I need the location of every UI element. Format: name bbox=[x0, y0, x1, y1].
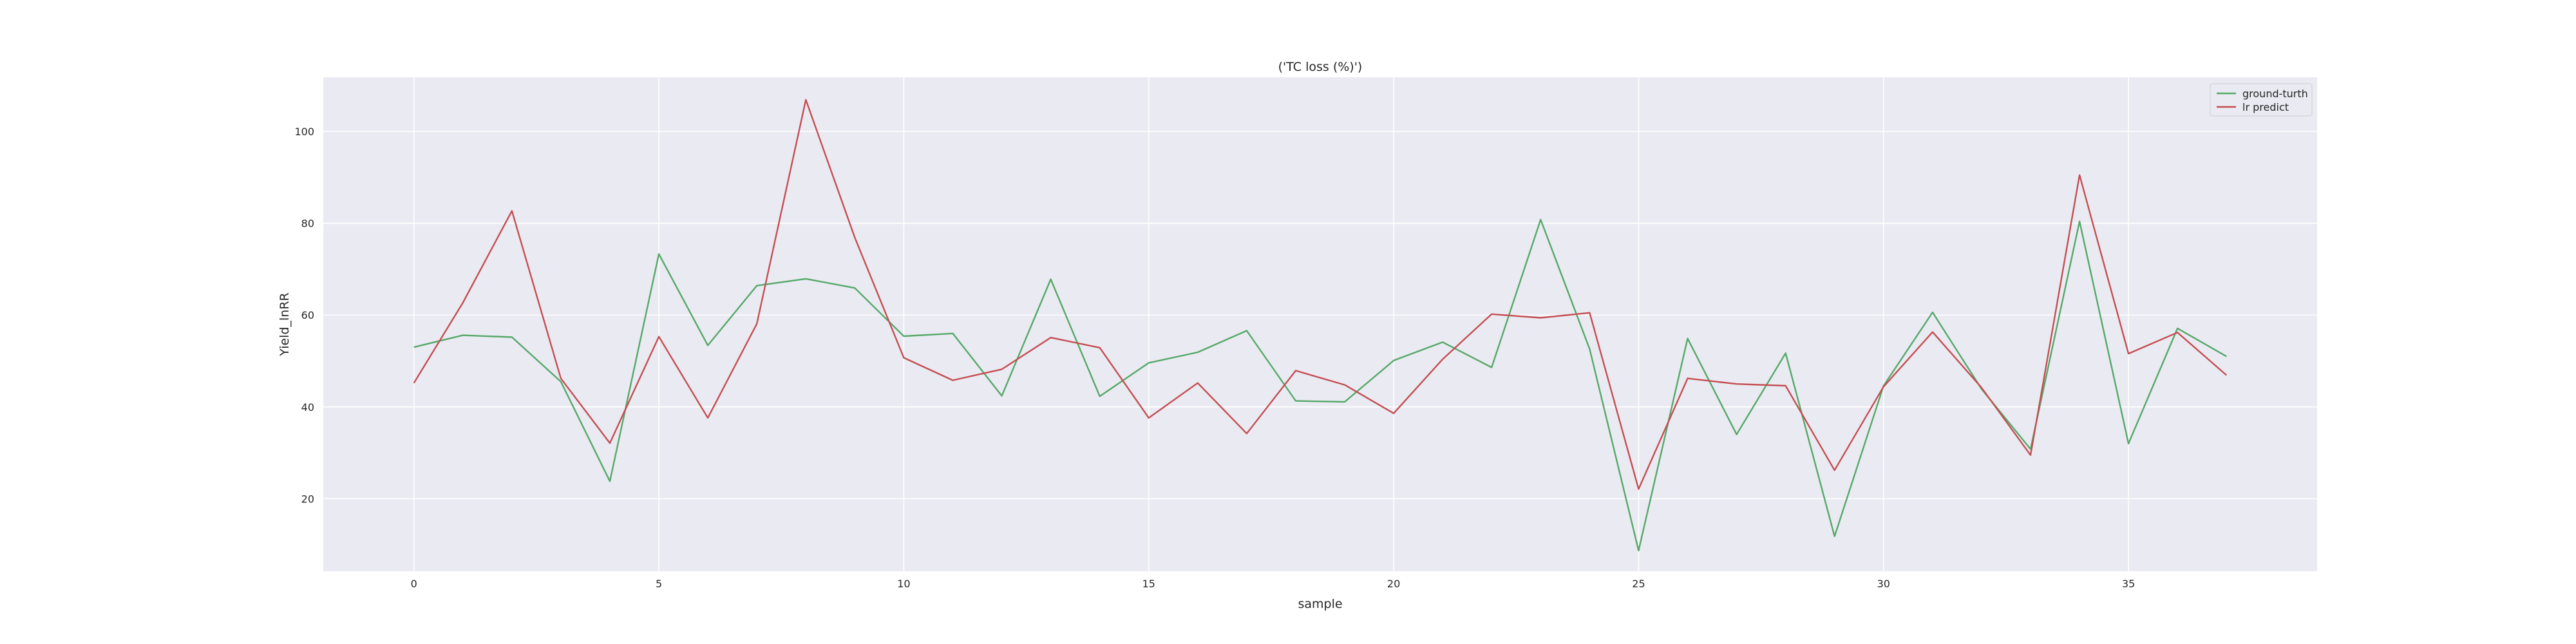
legend-label-lr-predict: lr predict bbox=[2242, 101, 2289, 113]
y-tick-label: 80 bbox=[301, 218, 314, 230]
x-tick-label: 10 bbox=[897, 578, 910, 590]
legend-box bbox=[2210, 83, 2313, 117]
x-tick-label: 15 bbox=[1142, 578, 1155, 590]
y-tick-label: 60 bbox=[301, 309, 314, 321]
y-tick-label: 40 bbox=[301, 401, 314, 413]
series-lines bbox=[413, 99, 2228, 552]
tick-labels: 0 5 10 15 20 25 30 35 20 40 60 80 100 bbox=[294, 126, 2135, 590]
chart-title: ('TC loss (%)') bbox=[1278, 60, 1363, 74]
y-tick-label: 20 bbox=[301, 493, 314, 505]
x-axis-label: sample bbox=[1298, 597, 1342, 611]
legend: ground-turth lr predict bbox=[2210, 83, 2313, 117]
series-line-ground-turth bbox=[413, 218, 2227, 552]
x-tick-label: 0 bbox=[411, 578, 417, 590]
x-tick-label: 20 bbox=[1387, 578, 1400, 590]
x-tick-label: 30 bbox=[1877, 578, 1890, 590]
grid-lines bbox=[323, 77, 2317, 571]
y-axis-label: Yield_lnRR bbox=[278, 292, 292, 356]
series-line-lr-predict bbox=[413, 99, 2228, 490]
plot-area bbox=[323, 77, 2317, 571]
x-tick-label: 5 bbox=[656, 578, 662, 590]
x-tick-label: 35 bbox=[2122, 578, 2135, 590]
legend-label-ground-turth: ground-turth bbox=[2242, 88, 2308, 100]
x-tick-label: 25 bbox=[1632, 578, 1645, 590]
y-tick-label: 100 bbox=[294, 126, 314, 138]
